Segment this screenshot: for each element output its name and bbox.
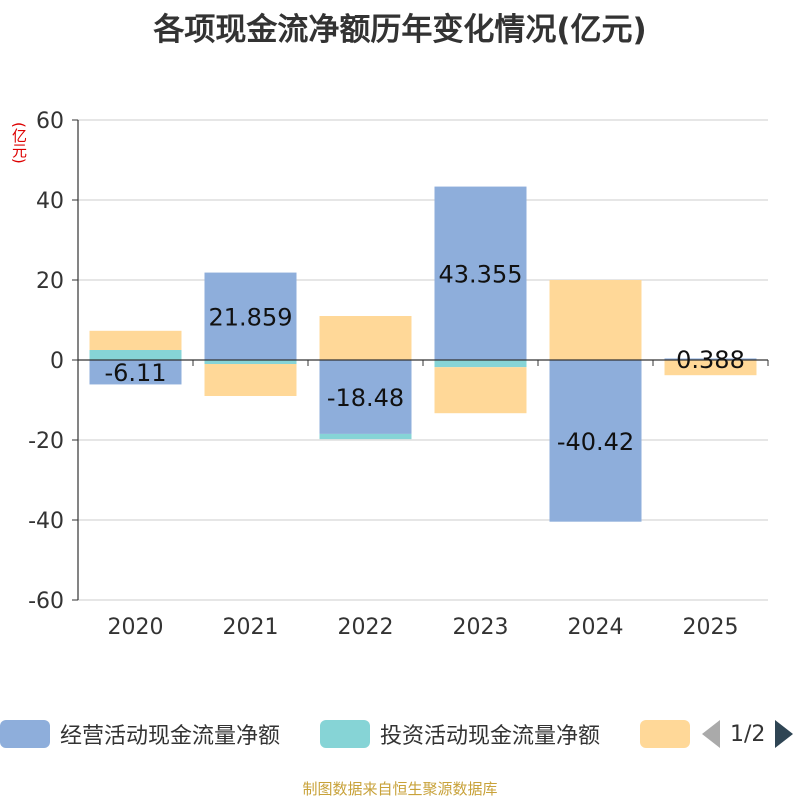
bar-2-2023[interactable] xyxy=(434,367,527,414)
axes: 60 40 20 0 -20 -40 -60 2020 2021 2022 2023 2024 2025 xyxy=(28,109,769,640)
bar-0-2025[interactable] xyxy=(664,358,757,360)
legend-label-investing: 投资活动现金流量净额 xyxy=(380,724,601,749)
legend-swatch-investing xyxy=(320,720,370,748)
data-label-2022: -18.48 xyxy=(327,384,404,412)
bar-2-2022[interactable] xyxy=(319,316,412,360)
legend-page-indicator: 1/2 xyxy=(730,721,766,747)
legend-pager: 1/2 xyxy=(702,716,794,752)
x-tick-label: 2025 xyxy=(683,615,739,640)
bar-2-2024[interactable] xyxy=(549,280,642,360)
legend-label-operating: 经营活动现金流量净额 xyxy=(60,724,281,749)
legend-item-operating[interactable]: 经营活动现金流量净额 xyxy=(0,716,280,752)
y-axis-unit-label: (亿元) xyxy=(10,122,28,164)
chart-canvas: 60 40 20 0 -20 -40 -60 2020 2021 2022 2023 2024 2025… xyxy=(28,109,769,640)
bar-0-2022[interactable] xyxy=(319,360,412,434)
data-label-2024: -40.42 xyxy=(557,428,634,456)
legend-swatch-operating xyxy=(0,720,50,748)
y-tick-label: 40 xyxy=(36,189,64,214)
bar-0-2024[interactable] xyxy=(549,360,642,522)
data-source-note: 制图数据来自恒生聚源数据库 xyxy=(302,780,498,798)
legend-item-financing[interactable] xyxy=(640,716,690,752)
x-tick-label: 2024 xyxy=(568,615,624,640)
bar-2-2025[interactable] xyxy=(664,360,757,376)
y-tick-label: 20 xyxy=(36,269,64,294)
legend-item-investing[interactable]: 投资活动现金流量净额 xyxy=(320,716,600,752)
x-tick-label: 2020 xyxy=(108,615,164,640)
y-tick-label: -20 xyxy=(28,429,64,454)
y-tick-label: -40 xyxy=(28,509,64,534)
legend-swatch-financing xyxy=(640,720,690,748)
y-tick-label: 60 xyxy=(36,109,64,134)
data-label-2025: 0.388 xyxy=(676,346,745,374)
data-label-2021: 21.859 xyxy=(209,303,293,331)
x-tick-label: 2023 xyxy=(453,615,509,640)
chart-title: 各项现金流净额历年变化情况(亿元) xyxy=(153,12,647,48)
bar-1-2022[interactable] xyxy=(319,433,412,440)
bar-layer xyxy=(89,186,757,522)
x-tick-label: 2022 xyxy=(338,615,394,640)
bar-1-2023[interactable] xyxy=(434,360,527,368)
data-label-2023: 43.355 xyxy=(439,260,523,288)
bar-2-2020[interactable] xyxy=(89,330,182,350)
legend-next-icon[interactable] xyxy=(775,720,794,748)
y-tick-label: -60 xyxy=(28,589,64,614)
bar-2-2021[interactable] xyxy=(204,364,297,396)
bar-1-2020[interactable] xyxy=(89,350,182,360)
bar-1-2021[interactable] xyxy=(204,360,297,364)
bar-0-2023[interactable] xyxy=(434,186,527,360)
y-tick-label: 0 xyxy=(50,349,64,374)
x-tick-label: 2021 xyxy=(223,615,279,640)
legend-prev-icon[interactable] xyxy=(702,720,720,748)
bar-0-2021[interactable] xyxy=(204,272,297,360)
legend: 经营活动现金流量净额 投资活动现金流量净额 1/2 xyxy=(0,716,800,752)
data-label-2020: -6.11 xyxy=(104,359,166,387)
bar-0-2020[interactable] xyxy=(89,360,182,385)
data-labels: -6.11 21.859 -18.48 43.355 -40.42 0.388 xyxy=(104,260,744,456)
